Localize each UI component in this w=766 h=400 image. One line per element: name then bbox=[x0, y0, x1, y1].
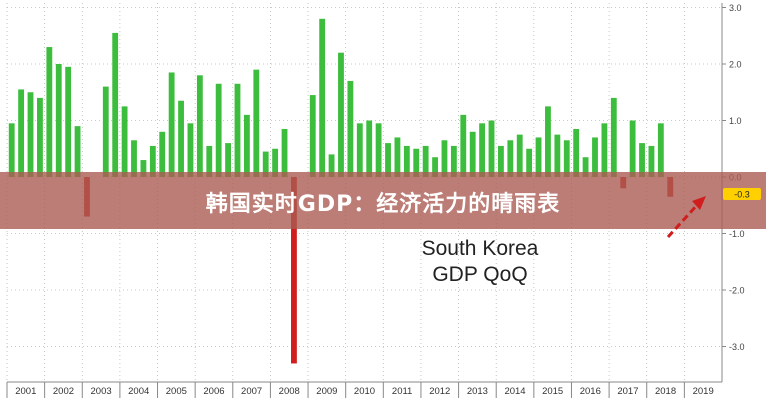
bar bbox=[375, 123, 382, 177]
bar bbox=[309, 95, 316, 177]
bar bbox=[187, 123, 194, 177]
bar bbox=[319, 18, 326, 177]
x-tick-label: 2009 bbox=[316, 386, 337, 397]
x-tick-label: 2002 bbox=[53, 386, 74, 397]
bar bbox=[573, 128, 580, 177]
y-tick-label: -3.0 bbox=[729, 342, 745, 352]
bar bbox=[488, 120, 495, 177]
bar bbox=[168, 72, 175, 177]
bar bbox=[469, 131, 476, 177]
x-tick-label: 2015 bbox=[542, 386, 563, 397]
bar bbox=[592, 137, 598, 177]
bar bbox=[215, 83, 222, 177]
bar bbox=[338, 52, 344, 178]
bar bbox=[37, 97, 43, 177]
bar bbox=[366, 120, 373, 177]
x-tick-label: 2017 bbox=[617, 386, 638, 397]
bar bbox=[601, 123, 608, 177]
banner-title: 韩国实时GDP：经济活力的晴雨表 bbox=[205, 192, 561, 217]
bar bbox=[8, 123, 15, 177]
bar bbox=[253, 69, 260, 177]
bar bbox=[648, 145, 655, 177]
x-tick-label: 2004 bbox=[128, 386, 149, 397]
x-tick-label: 2018 bbox=[655, 386, 676, 397]
bar bbox=[27, 92, 34, 177]
bar bbox=[112, 32, 119, 177]
x-tick-label: 2012 bbox=[429, 386, 450, 397]
bar bbox=[281, 128, 288, 177]
bar bbox=[18, 89, 25, 177]
bar bbox=[65, 66, 72, 177]
bar bbox=[582, 157, 589, 177]
bar bbox=[545, 106, 551, 177]
x-tick-label: 2016 bbox=[580, 386, 601, 397]
bar bbox=[441, 140, 448, 177]
x-tick-labels: 2001 2002 2003 2004 2005 2006 2007 2008 2009 2010… bbox=[15, 386, 714, 397]
x-tick-label: 2007 bbox=[241, 386, 262, 397]
annotation-line-1: South Korea bbox=[421, 237, 539, 260]
y-tick-label: 1.0 bbox=[729, 116, 742, 126]
bar bbox=[507, 140, 514, 177]
bar bbox=[149, 145, 156, 177]
bar bbox=[394, 137, 401, 177]
bar bbox=[460, 114, 467, 177]
bar bbox=[74, 126, 81, 177]
chart-annotation: South Korea GDP QoQ bbox=[405, 236, 555, 288]
bar bbox=[385, 143, 391, 177]
x-tick-label: 2003 bbox=[91, 386, 112, 397]
bar bbox=[272, 148, 279, 177]
bar bbox=[225, 143, 232, 177]
bar bbox=[196, 75, 203, 177]
bar bbox=[291, 177, 297, 364]
bar bbox=[610, 97, 617, 177]
bar bbox=[403, 145, 410, 177]
bar bbox=[46, 47, 53, 177]
x-tick-label: 2011 bbox=[392, 386, 412, 397]
bar bbox=[554, 134, 561, 177]
x-tick-label: 2008 bbox=[279, 386, 300, 397]
bar bbox=[422, 145, 429, 177]
bar bbox=[639, 143, 645, 177]
bar bbox=[131, 140, 137, 177]
y-tick-label: -1.0 bbox=[729, 229, 745, 239]
bar bbox=[432, 157, 438, 177]
bar bbox=[563, 140, 570, 177]
x-tick-label: 2014 bbox=[504, 386, 525, 397]
bar bbox=[55, 64, 62, 177]
bar bbox=[657, 123, 664, 177]
x-tick-label: 2019 bbox=[693, 386, 714, 397]
bar bbox=[535, 137, 542, 177]
bar bbox=[159, 131, 166, 177]
bar bbox=[328, 154, 335, 177]
x-tick-label: 2013 bbox=[467, 386, 488, 397]
bar bbox=[178, 100, 184, 177]
bar bbox=[629, 120, 636, 177]
x-tick-label: 2005 bbox=[166, 386, 187, 397]
x-tick-label: 2006 bbox=[203, 386, 224, 397]
bar bbox=[413, 148, 420, 177]
bar bbox=[102, 86, 109, 177]
bar bbox=[479, 123, 486, 177]
x-tick-label: 2001 bbox=[15, 386, 36, 397]
bar bbox=[206, 145, 213, 177]
y-tick-label: -2.0 bbox=[729, 286, 745, 296]
bar bbox=[356, 123, 363, 177]
bar bbox=[347, 80, 354, 177]
annotation-line-2: GDP QoQ bbox=[432, 263, 528, 286]
y-tick-label: 2.0 bbox=[729, 60, 742, 70]
y-tick-label: 3.0 bbox=[729, 3, 742, 13]
bar bbox=[243, 114, 250, 177]
bar bbox=[526, 148, 533, 177]
bar bbox=[140, 160, 147, 177]
bar bbox=[516, 134, 523, 177]
bar bbox=[262, 151, 269, 177]
bar bbox=[234, 83, 241, 177]
title-banner bbox=[0, 172, 766, 229]
bar bbox=[121, 106, 128, 177]
bar bbox=[450, 145, 457, 177]
x-tick-label: 2010 bbox=[354, 386, 375, 397]
bar bbox=[497, 145, 504, 177]
